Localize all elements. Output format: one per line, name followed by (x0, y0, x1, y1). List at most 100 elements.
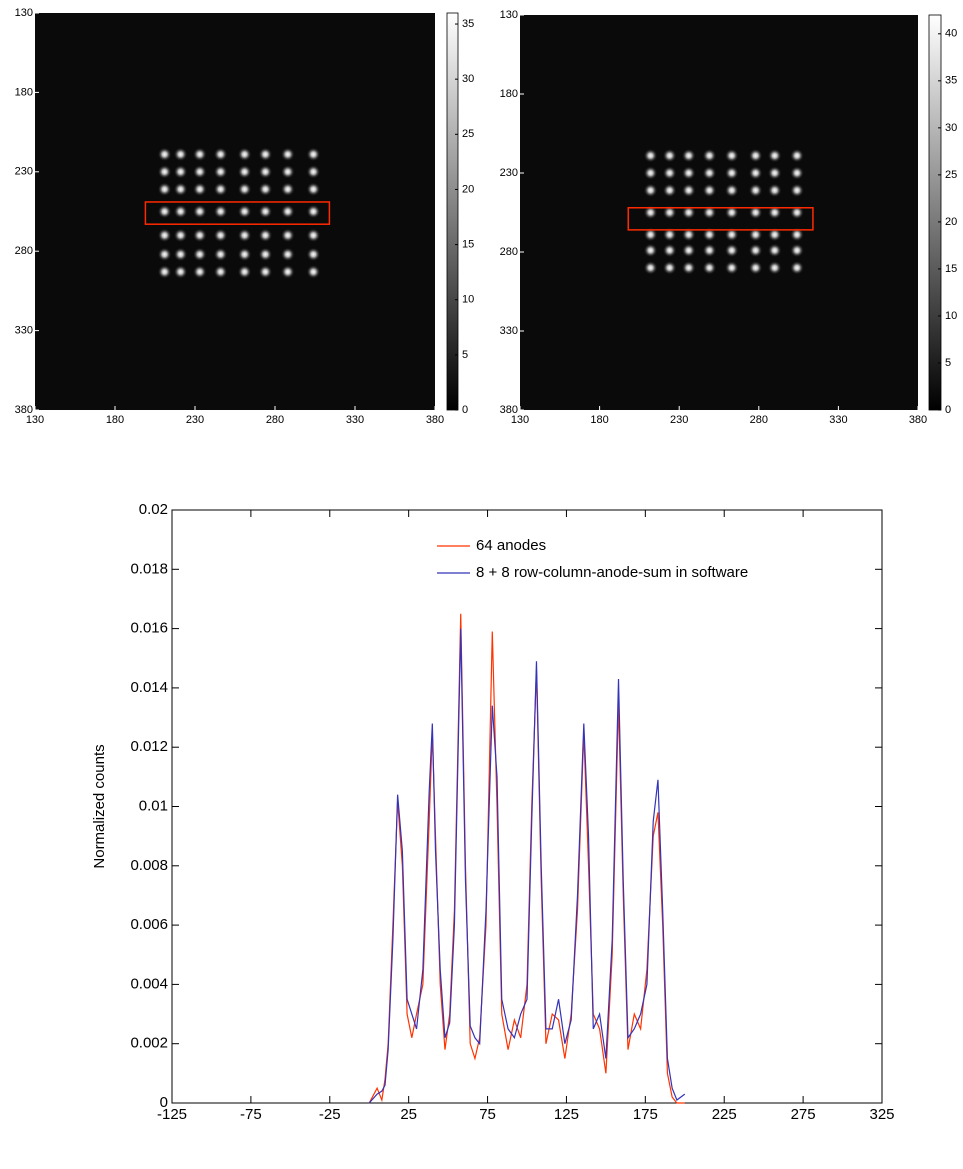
spot (790, 205, 805, 220)
spot (157, 182, 172, 197)
spot (213, 147, 228, 162)
spot (237, 247, 252, 262)
spot (643, 260, 658, 275)
colorbar-tick-label: 40 (945, 28, 957, 40)
x-tick-label: -75 (240, 1106, 262, 1123)
spot (724, 243, 739, 258)
y-tick-label: 0.004 (130, 975, 168, 992)
spot (790, 166, 805, 180)
spot (790, 227, 805, 242)
colorbar-tick-label: 25 (945, 169, 957, 181)
spot (702, 227, 717, 242)
colorbar-tick-label: 5 (945, 357, 951, 369)
spot (724, 205, 739, 220)
spot (237, 204, 252, 219)
x-tick-label: 225 (712, 1106, 737, 1123)
spot (702, 166, 717, 180)
spot (213, 264, 228, 279)
spot (662, 205, 677, 220)
x-tick-label: 275 (791, 1106, 816, 1123)
x-tick-label: -25 (319, 1106, 341, 1123)
spot (258, 182, 273, 197)
x-tick-label: 230 (670, 414, 688, 426)
colorbar (446, 12, 459, 411)
y-tick-label: 280 (500, 246, 518, 258)
spot (643, 243, 658, 258)
spot (702, 260, 717, 275)
spot (237, 147, 252, 162)
x-tick-label: 380 (909, 414, 927, 426)
x-tick-label: -125 (157, 1106, 187, 1123)
spot (192, 164, 207, 179)
spot (748, 183, 763, 198)
x-tick-label: 180 (106, 414, 124, 426)
heatmap-background (520, 15, 918, 410)
spot (724, 183, 739, 198)
spot (790, 148, 805, 163)
y-tick-label: 0.02 (139, 501, 168, 518)
x-tick-label: 130 (26, 414, 44, 426)
spot (173, 204, 188, 219)
spot (280, 204, 295, 219)
spot (643, 148, 658, 163)
spot (724, 148, 739, 163)
x-tick-label: 180 (590, 414, 608, 426)
spot (662, 148, 677, 163)
x-tick-label: 125 (554, 1106, 579, 1123)
colorbar-tick-label: 35 (462, 18, 474, 30)
y-tick-label: 0 (160, 1094, 168, 1111)
spot (306, 247, 321, 262)
y-tick-label: 0.018 (130, 560, 168, 577)
spot (157, 264, 172, 279)
spot (280, 228, 295, 243)
legend-label: 64 anodes (476, 537, 546, 554)
spot (643, 205, 658, 220)
spot (173, 264, 188, 279)
spot (237, 182, 252, 197)
colorbar-tick-label: 25 (462, 128, 474, 140)
spot (662, 166, 677, 180)
spot (258, 264, 273, 279)
y-tick-label: 0.006 (130, 916, 168, 933)
spot (767, 260, 782, 275)
spot (662, 227, 677, 242)
spot (157, 147, 172, 162)
spot (767, 148, 782, 163)
colorbar-tick-label: 0 (462, 404, 468, 416)
colorbar-tick-label: 20 (462, 183, 474, 195)
spot (306, 204, 321, 219)
spot (702, 205, 717, 220)
spot (258, 204, 273, 219)
spot (724, 166, 739, 180)
spot (213, 204, 228, 219)
spot (213, 164, 228, 179)
spot (280, 247, 295, 262)
x-tick-label: 380 (426, 414, 444, 426)
heatmap-background (35, 13, 435, 410)
line-panel: -125 -75 -25 25 75 125 175 225 275 325 0 0.002 0.004… (91, 501, 895, 1123)
spot (192, 147, 207, 162)
spot (767, 166, 782, 180)
spot (662, 243, 677, 258)
x-tick-label: 130 (511, 414, 529, 426)
spot (790, 243, 805, 258)
spot (724, 260, 739, 275)
spot (173, 147, 188, 162)
spot (767, 227, 782, 242)
spot (702, 148, 717, 163)
x-tick-label: 280 (750, 414, 768, 426)
y-tick-label: 230 (500, 167, 518, 179)
spot (192, 247, 207, 262)
spot (681, 183, 696, 198)
x-tick-label: 75 (479, 1106, 496, 1123)
spot (173, 164, 188, 179)
spot (280, 164, 295, 179)
spot (157, 204, 172, 219)
spot (643, 183, 658, 198)
y-tick-label: 0.002 (130, 1035, 168, 1052)
y-tick-label: 130 (15, 7, 33, 19)
spot (681, 227, 696, 242)
colorbar-tick-label: 0 (945, 404, 951, 416)
colorbar-tick-label: 30 (945, 122, 957, 134)
